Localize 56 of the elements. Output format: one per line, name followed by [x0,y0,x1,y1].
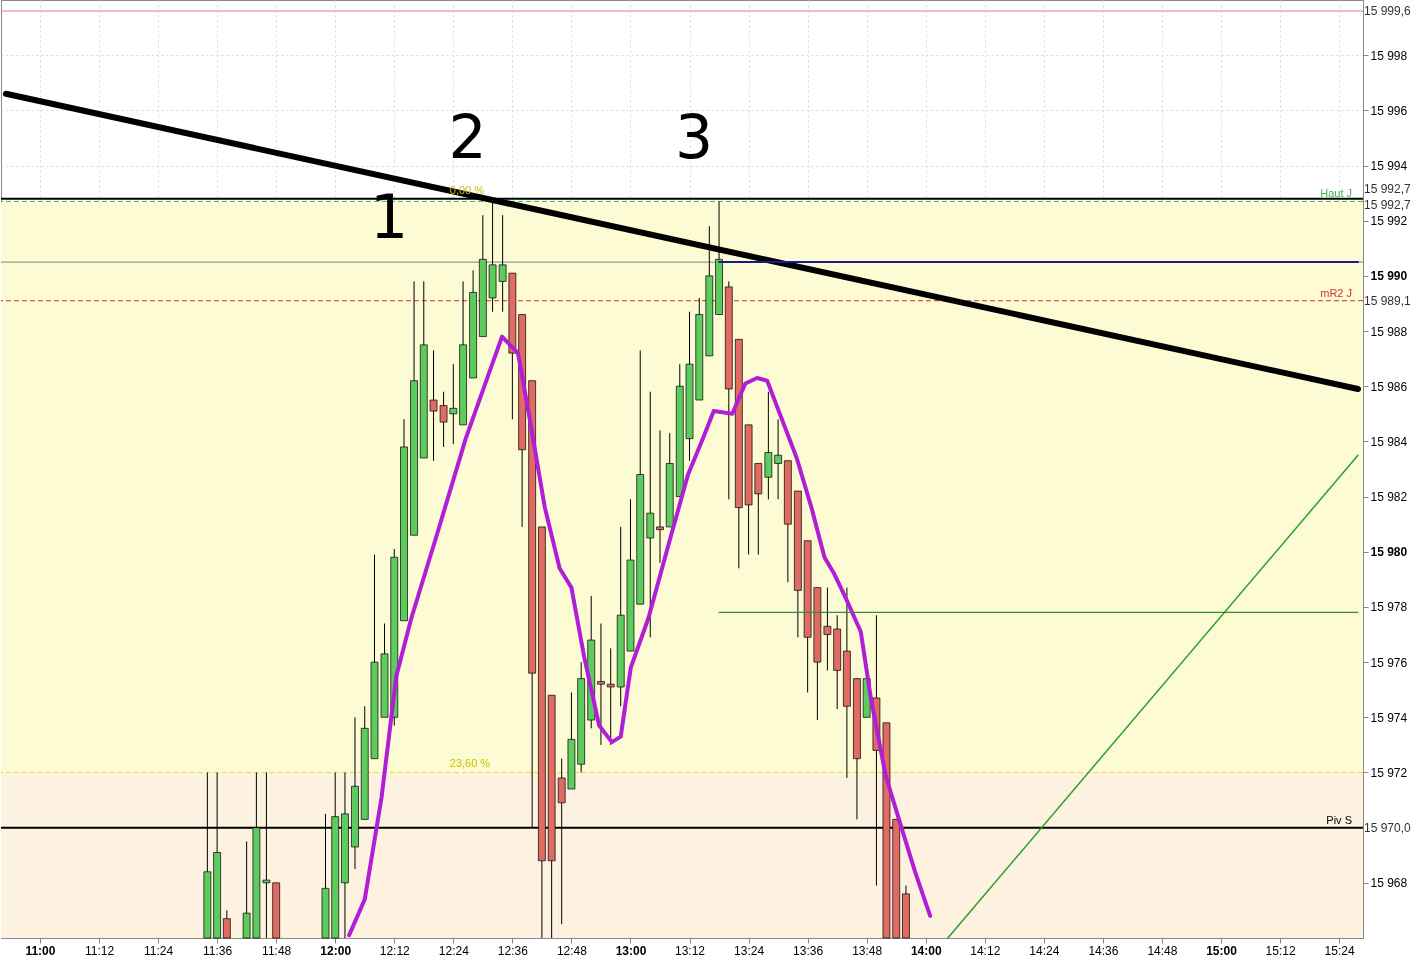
annotation: 15 989,1 [1364,293,1412,308]
y-tick-label: 15 974 [1370,710,1408,725]
y-tick-label: 15 978 [1370,600,1408,615]
x-tick-label: 15:12 [1265,943,1296,958]
annotation: 15 970,0 [1364,820,1412,835]
annotation: 23,60 % [449,757,491,770]
ref-line-label: mR2 J [1320,286,1352,299]
x-tick-label: 12:12 [379,943,411,958]
y-tick-label: 15 992 [1370,214,1408,229]
y-tick-label: 15 986 [1370,379,1408,394]
y-tick-label: 15 994 [1370,159,1408,174]
ref-line-label: Haut J [1320,187,1352,200]
annotation: 1 [369,182,409,253]
y-tick-label: 15 982 [1370,490,1408,505]
x-tick-label: 14:36 [1088,943,1119,958]
y-tick-label: 15 980 [1370,545,1408,560]
x-tick-label: 14:24 [1029,943,1060,958]
x-tick-label: 13:12 [675,943,706,958]
x-tick-label: 11:12 [84,943,115,958]
y-tick-label: 15 976 [1370,655,1408,670]
x-tick-label: 11:00 [25,943,56,958]
x-tick-label: 13:24 [734,943,765,958]
annotation: 15 992,7 [1364,198,1412,213]
y-tick-label: 15 968 [1370,876,1408,891]
ref-line-label: Piv S [1326,813,1352,826]
y-tick-label: 15 996 [1370,103,1408,118]
x-tick-label: 14:12 [970,943,1001,958]
x-tick-label: 11:24 [143,943,174,958]
candlestick [223,909,231,939]
x-tick-label: 13:48 [852,943,883,958]
y-tick-label: 15 990 [1370,269,1408,284]
x-tick-label: 12:24 [438,943,470,958]
x-tick-label: 13:36 [793,943,824,958]
annotation: 3 [674,102,714,173]
y-tick-label: 15 998 [1370,48,1408,63]
x-tick-label: 15:24 [1324,943,1355,958]
y-tick-label: 15 972 [1370,765,1408,780]
x-tick-label: 11:48 [262,943,292,958]
line-series [347,334,933,938]
x-tick-label: 14:48 [1147,943,1178,958]
candlestick [597,622,605,746]
y-tick-label: 15 988 [1370,324,1408,339]
x-tick-label: 13:00 [615,943,647,958]
candlestick [606,647,615,746]
annotation: 15 992,7 [1364,181,1412,196]
x-tick-label: 12:36 [497,943,529,958]
annotation: 2 [448,102,487,173]
candlestick [656,429,664,564]
x-tick-label: 11:36 [203,943,233,958]
x-tick-label: 12:00 [320,943,352,958]
x-tick-label: 15:00 [1206,943,1238,958]
x-tick-label: 14:00 [910,943,942,958]
annotation: 0,00 % [449,183,485,196]
y-tick-label: 15 984 [1370,434,1408,449]
annotation: 15 999,6 [1364,4,1412,19]
x-tick-label: 12:48 [556,943,588,958]
